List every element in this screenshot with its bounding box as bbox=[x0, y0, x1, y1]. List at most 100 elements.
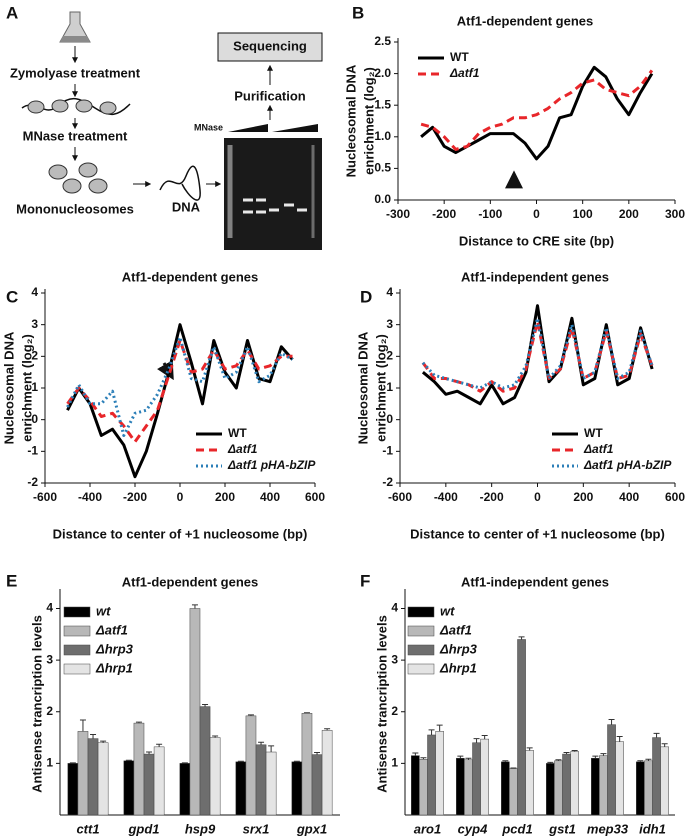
x-tick-label: 200 bbox=[573, 490, 593, 504]
y-tick-label: 0 bbox=[31, 412, 38, 426]
error-bar bbox=[212, 735, 219, 738]
bar bbox=[472, 742, 481, 816]
error-bar bbox=[518, 636, 525, 640]
legend-swatch bbox=[63, 663, 91, 675]
error-bar bbox=[125, 759, 132, 761]
y-axis-label: Nucleosomal DNA bbox=[355, 331, 370, 444]
y-tick-label: 2 bbox=[386, 349, 393, 363]
error-bar bbox=[481, 734, 488, 740]
bar bbox=[509, 768, 518, 816]
gel-image bbox=[224, 138, 322, 250]
x-axis-label: Distance to center of +1 nucleosome (bp) bbox=[53, 526, 308, 541]
y-tick-label: 1.5 bbox=[374, 97, 391, 111]
legend-swatch bbox=[63, 625, 91, 637]
x-axis-label: Distance to CRE site (bp) bbox=[459, 233, 614, 248]
bar bbox=[607, 724, 616, 816]
line-series bbox=[66, 335, 294, 437]
legend-swatch bbox=[407, 606, 435, 618]
nucleosomes bbox=[27, 99, 117, 115]
step-label: MNase treatment bbox=[23, 128, 128, 143]
x-tick-label: idh1 bbox=[639, 821, 666, 836]
bar bbox=[501, 761, 510, 816]
y-axis-label: enrichment (log₂) bbox=[373, 334, 388, 442]
x-tick-label: gst1 bbox=[548, 821, 576, 836]
y-axis-label: Nucleosomal DNA bbox=[1, 331, 16, 444]
bar bbox=[427, 734, 436, 816]
bar bbox=[660, 746, 669, 816]
error-bar bbox=[156, 743, 163, 747]
y-tick-label: 3 bbox=[46, 652, 53, 666]
y-tick-label: 4 bbox=[31, 285, 38, 299]
x-tick-label: -300 bbox=[386, 207, 410, 221]
bar bbox=[255, 744, 267, 816]
mnase-gradient bbox=[228, 124, 318, 132]
error-bar bbox=[79, 719, 86, 732]
error-bar bbox=[247, 714, 254, 716]
legend-label: WT bbox=[450, 50, 469, 64]
bar bbox=[67, 763, 79, 816]
bar bbox=[480, 738, 489, 816]
error-bar bbox=[420, 757, 427, 760]
bar bbox=[209, 737, 221, 816]
legend-label: Δatf1 pHA-bZIP bbox=[227, 458, 316, 472]
error-bar bbox=[473, 738, 480, 743]
bar bbox=[554, 760, 563, 816]
bar bbox=[615, 741, 624, 816]
chart-title: Atf1-dependent genes bbox=[122, 269, 259, 284]
error-bar bbox=[571, 749, 578, 752]
legend-swatch bbox=[63, 644, 91, 656]
chart-title: Atf1-dependent genes bbox=[122, 574, 259, 589]
legend-label: Δatf1 bbox=[449, 66, 480, 80]
panel-label: A bbox=[6, 3, 18, 22]
legend-label: Δhrp1 bbox=[439, 660, 477, 675]
x-tick-label: 100 bbox=[573, 207, 593, 221]
bar bbox=[133, 722, 145, 816]
x-tick-label: 0 bbox=[177, 490, 184, 504]
line-series bbox=[66, 339, 293, 444]
bar bbox=[199, 706, 211, 816]
y-tick-label: 3 bbox=[386, 317, 393, 331]
bar bbox=[291, 761, 303, 816]
y-tick-label: 0.5 bbox=[374, 161, 391, 175]
legend-label: Δhrp3 bbox=[95, 641, 134, 656]
x-tick-label: -600 bbox=[33, 490, 57, 504]
y-axis-label: Antisense trancription levels bbox=[29, 615, 44, 793]
x-tick-label: 600 bbox=[665, 490, 685, 504]
error-bar bbox=[69, 762, 76, 764]
panel-label: D bbox=[360, 287, 372, 306]
x-tick-label: -200 bbox=[432, 207, 456, 221]
x-tick-label: 300 bbox=[665, 207, 685, 221]
flask-medium bbox=[60, 36, 90, 42]
bar bbox=[644, 760, 653, 816]
dna-icon bbox=[159, 165, 201, 201]
legend-label: Δatf1 bbox=[439, 622, 472, 637]
sequencing-box bbox=[217, 32, 323, 62]
error-bar bbox=[268, 745, 275, 753]
error-bar bbox=[191, 604, 198, 609]
x-tick-label: 200 bbox=[619, 207, 639, 221]
x-tick-label: gpx1 bbox=[296, 821, 327, 836]
x-tick-label: ctt1 bbox=[76, 821, 99, 836]
bar bbox=[189, 608, 201, 816]
legend-label: wt bbox=[440, 603, 455, 618]
bar bbox=[97, 742, 109, 816]
x-tick-label: srx1 bbox=[243, 821, 270, 836]
error-bar bbox=[428, 729, 435, 735]
legend-label: wt bbox=[96, 603, 111, 618]
bar bbox=[179, 763, 191, 816]
legend-label: Δatf1 bbox=[95, 622, 128, 637]
bar bbox=[546, 763, 555, 816]
chart-title: Atf1-independent genes bbox=[461, 269, 609, 284]
y-axis-label: enrichment (log₂) bbox=[361, 67, 376, 175]
y-tick-label: -2 bbox=[27, 475, 38, 489]
x-tick-label: 0 bbox=[534, 490, 541, 504]
bar bbox=[235, 761, 247, 816]
x-tick-label: -400 bbox=[78, 490, 102, 504]
error-bar bbox=[258, 741, 265, 745]
bar bbox=[591, 757, 600, 816]
bar bbox=[77, 731, 89, 816]
protocol-diagram: Zymolyase treatment MNase treatment Mono… bbox=[10, 11, 323, 250]
bar bbox=[562, 753, 571, 816]
bar bbox=[419, 758, 428, 816]
chart-title: Atf1-independent genes bbox=[461, 574, 609, 589]
